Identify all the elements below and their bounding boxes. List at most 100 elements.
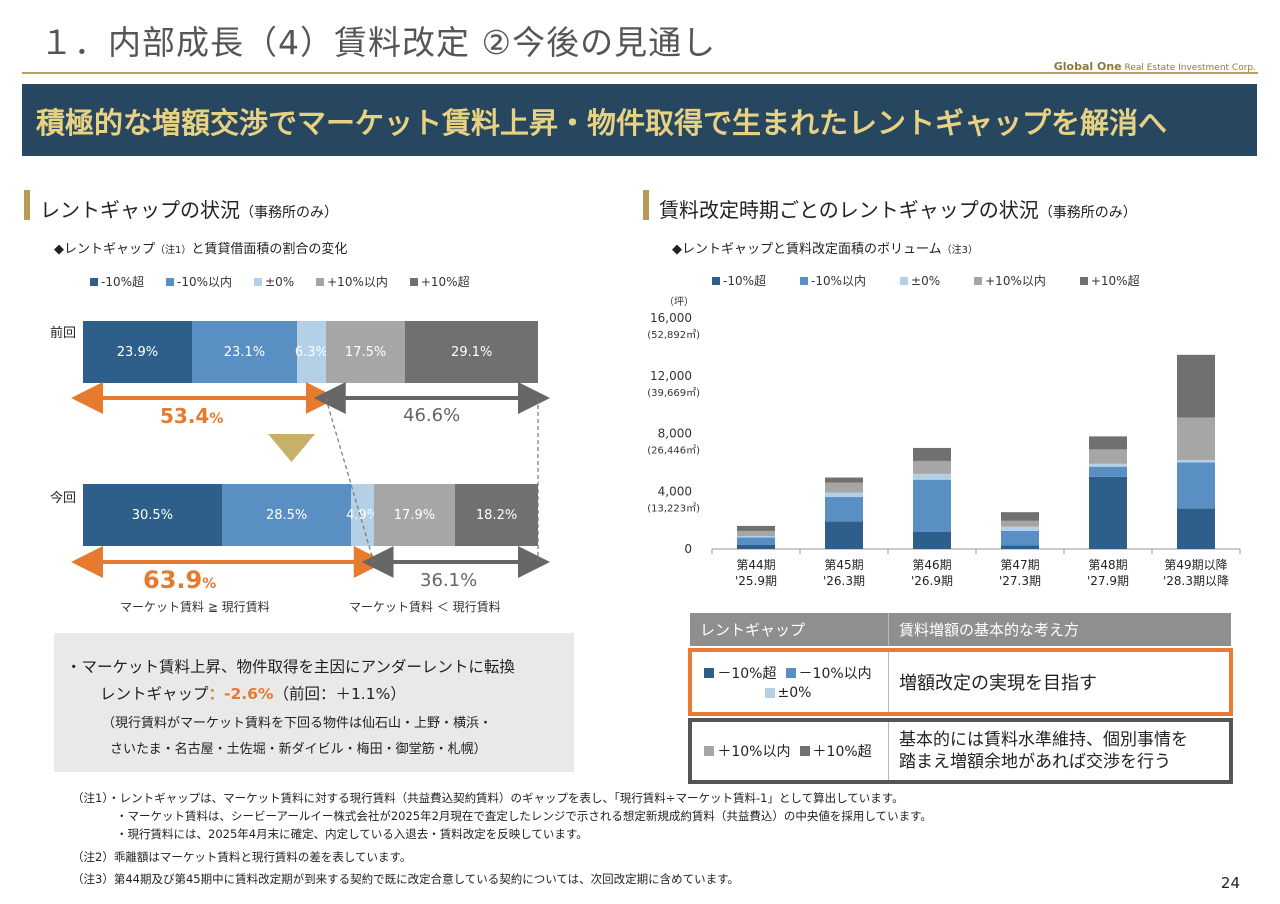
bar-segment (1001, 530, 1039, 546)
bar-segment (737, 525, 775, 531)
bar-segment (1089, 463, 1127, 467)
bar-segment (1001, 512, 1039, 521)
table-header-row: レントギャップ 賃料増額の基本的な考え方 (690, 613, 1231, 646)
row-label-prev: 前回 (50, 326, 77, 341)
row-label-curr: 今回 (50, 491, 77, 506)
bar-segment: 17.9% (373, 484, 456, 546)
headline-banner (22, 84, 1257, 156)
legend-item: ＋10%以内 (704, 741, 790, 761)
x-tick-label: '25.9期 (735, 574, 777, 588)
right-section-marker (643, 190, 649, 220)
rent-gap-bar-chart: （坪） 0 4,000 (13,223㎡) 8,000 (26,446㎡) 12,000 (3… (647, 295, 1241, 588)
x-tick-label: '26.3期 (823, 574, 865, 588)
legend-item: ＋10%超 (799, 741, 872, 761)
legend-swatch (799, 746, 810, 756)
x-tick-label: '26.9期 (911, 574, 953, 588)
legend-swatch (712, 276, 720, 285)
table-row: －10%超 －10%以内 ±0% 増額改定の実現を目指す (688, 648, 1233, 716)
right-section-title: 賃料改定時期ごとのレントギャップの状況（事務所のみ） (659, 198, 1137, 222)
summary-line-3: （現行賃料がマーケット賃料を下回る物件は仙石山・上野・横浜・ (102, 716, 493, 731)
bar-segment (1001, 526, 1039, 531)
legend-swatch (900, 276, 909, 285)
stacked-bar-prev: 23.9% 23.1% 6.3% 17.5% 29.1% (83, 321, 538, 383)
legend-swatch (1079, 276, 1088, 285)
right-subhead: ◆レントギャップと賃料改定面積のボリューム（注3） (672, 242, 978, 257)
bar-segment (1177, 417, 1215, 461)
bar-segment (1001, 520, 1039, 527)
table-header-cell: 賃料増額の基本的な考え方 (888, 613, 1231, 646)
bar-segment: 23.1% (191, 321, 298, 383)
table-row: ＋10%以内 ＋10%超 基本的には賃料水準維持、個別事情を 踏まえ増額余地があれ… (688, 718, 1233, 784)
y-tick-sublabel: (39,669㎡) (647, 387, 700, 399)
bar-segment (1177, 354, 1215, 418)
headline-text: 積極的な増額交渉でマーケット賃料上昇・物件取得で生まれたレントギャップを解消へ (36, 106, 1168, 140)
legend-swatch (800, 276, 809, 285)
bar-segment: 4.9% (346, 484, 379, 546)
legend-item: +10%超 (1079, 272, 1140, 289)
legend-item: －10%以内 (785, 663, 872, 683)
x-tick-label: '28.3期以降 (1163, 574, 1229, 588)
bar-segment (1089, 476, 1127, 549)
bar-segment (737, 544, 775, 549)
bar-segment (1089, 449, 1127, 464)
legend-swatch (704, 667, 715, 678)
y-tick-label: 0 (684, 542, 692, 556)
note-1c: ・現行賃料には、2025年4月末に確定、内定している入退去・賃料改定を反映してい… (116, 827, 588, 841)
legend-swatch (166, 277, 175, 286)
x-tick-label: 第46期 (912, 558, 951, 572)
bar-segment (737, 537, 775, 545)
legend-swatch (785, 667, 796, 678)
curr-over-pct: 36.1% (420, 570, 478, 591)
note-1b: ・マーケット賃料は、シービーアールイー株式会社が2025年2月現在で査定したレン… (116, 809, 932, 823)
curr-under-pct: 63.9% (143, 566, 217, 594)
y-tick-sublabel: (13,223㎡) (647, 502, 700, 514)
legend-item: -10%以内 (800, 272, 866, 289)
legend-item: ±0% (900, 272, 940, 289)
legend-item: ±0% (764, 685, 811, 701)
legend-item: +10%以内 (316, 273, 388, 290)
legend-item: +10%以内 (974, 272, 1046, 289)
bar-segment (1177, 508, 1215, 549)
bar-segment (825, 497, 863, 522)
summary-box (54, 633, 574, 772)
brand-logo: Global One Real Estate Investment Corp. (1053, 60, 1256, 73)
page-title: １．内部成長（4）賃料改定 ②今後の見通し (40, 23, 717, 62)
bar-segment (1089, 436, 1127, 450)
split-connector (325, 397, 375, 563)
x-tick-label: '27.3期 (999, 574, 1041, 588)
legend-swatch (254, 277, 263, 286)
left-section-title: レントギャップの状況（事務所のみ） (40, 198, 338, 222)
bar-segment (825, 521, 863, 549)
bar-segment (913, 479, 951, 532)
bar-segment (913, 531, 951, 549)
bar-segment: 28.5% (221, 484, 352, 546)
bar-segment (1177, 460, 1215, 463)
bar-segment: 29.1% (405, 321, 538, 383)
bar-segment (1089, 466, 1127, 477)
bar-segment: 6.3% (295, 321, 328, 383)
legend-swatch (704, 746, 715, 756)
x-tick-label: 第45期 (824, 558, 863, 572)
bar-segment (737, 530, 775, 537)
legend-item: -10%以内 (166, 273, 232, 290)
bar-segment (1177, 462, 1215, 509)
table-cell: ＋10%以内 ＋10%超 (688, 718, 889, 784)
legend-swatch (764, 687, 775, 698)
bar-segment (913, 460, 951, 474)
legend-item: -10%超 (90, 273, 144, 290)
title-rule (22, 72, 1258, 74)
left-section-marker (24, 190, 30, 220)
bar-segment (825, 492, 863, 498)
right-legend: -10%超 -10%以内 ±0% +10%以内 +10%超 (712, 272, 1140, 289)
bar-segment: 23.9% (83, 321, 192, 383)
bar-segment (737, 536, 775, 538)
y-tick-label: 16,000 (650, 311, 692, 325)
cmp-over-label: マーケット賃料 ＜ 現行賃料 (349, 600, 501, 614)
bar-segment: 30.5% (83, 484, 222, 546)
bar-segment (1001, 545, 1039, 549)
table-cell: 基本的には賃料水準維持、個別事情を 踏まえ増額余地があれば交渉を行う (888, 718, 1233, 784)
legend-swatch (316, 277, 325, 286)
y-tick-sublabel: (26,446㎡) (647, 445, 700, 457)
note-3: （注3）第44期及び第45期中に賃料改定期が到来する契約で既に改定合意している契… (72, 872, 740, 886)
y-unit-label: （坪） (664, 295, 694, 308)
